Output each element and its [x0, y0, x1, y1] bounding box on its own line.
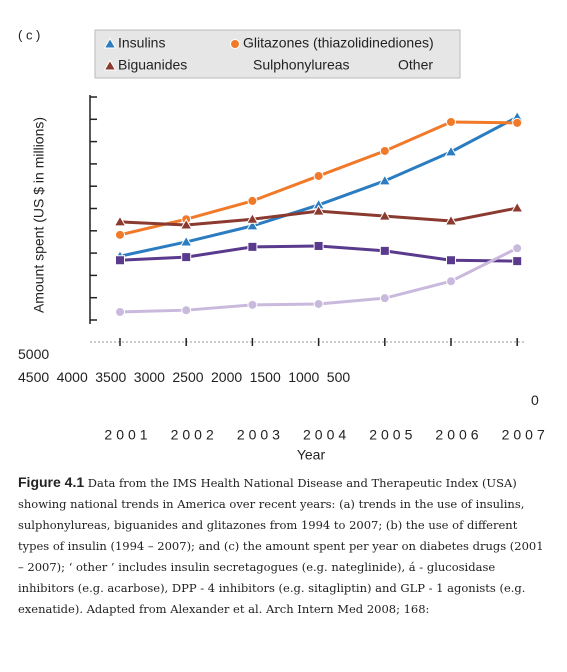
y-tick-label: 3500 — [95, 369, 127, 385]
legend-marker — [230, 39, 240, 49]
panel-label: ( c ) — [18, 27, 40, 42]
x-tick-label: 2001 — [104, 427, 151, 443]
y-tick-label: 4000 — [56, 369, 88, 385]
data-point — [246, 219, 259, 231]
data-point — [313, 240, 324, 251]
x-tick-label: 2004 — [303, 427, 350, 443]
legend-label: Insulins — [118, 35, 165, 51]
data-point — [115, 229, 125, 240]
y-tick-label: 2000 — [211, 369, 243, 385]
data-point — [115, 306, 125, 317]
data-point — [379, 145, 390, 156]
legend-label: Sulphonylureas — [253, 57, 350, 73]
caption: Figure 4.1 Data from the IMS Health Nati… — [18, 472, 548, 620]
data-point — [379, 293, 390, 304]
caption-label: Figure 4.1 — [18, 474, 85, 490]
data-point — [444, 214, 458, 226]
data-point — [510, 201, 524, 213]
data-point — [444, 145, 458, 157]
y-tick-label: 500 — [326, 369, 351, 385]
data-point — [246, 212, 259, 224]
legend-box — [94, 29, 461, 79]
caption-text: Data from the IMS Health National Diseas… — [18, 476, 544, 616]
data-point — [181, 305, 192, 316]
data-point — [313, 298, 324, 309]
legend-label: Glitazones (thiazolidinediones) — [243, 35, 434, 51]
data-point — [446, 276, 456, 287]
chart: ( c ) Amount spent (US $ in millions) Ye… — [18, 27, 549, 463]
legend-marker — [103, 59, 117, 71]
data-point — [379, 245, 390, 256]
y-tick-label: 5000 — [18, 346, 50, 362]
data-point — [512, 256, 523, 267]
y-tick-label: 1500 — [249, 369, 281, 385]
y-tick-label: 3000 — [133, 369, 165, 385]
data-point — [512, 243, 523, 254]
data-point — [446, 255, 456, 266]
data-point — [247, 299, 258, 310]
data-point — [378, 174, 392, 186]
x-tick-label: 2005 — [369, 427, 416, 443]
data-point — [115, 255, 125, 266]
data-point — [113, 215, 127, 227]
data-point — [446, 116, 456, 127]
data-point — [512, 117, 523, 128]
data-point — [179, 218, 193, 230]
data-point — [247, 195, 258, 206]
x-axis-title: Year — [297, 447, 326, 463]
series-line — [119, 115, 518, 258]
legend-marker — [103, 37, 117, 49]
legend-label: Biguanides — [118, 57, 187, 73]
data-point — [247, 241, 258, 252]
data-point — [181, 252, 192, 263]
y-axis-title: Amount spent (US $ in millions) — [31, 117, 47, 313]
data-point — [378, 209, 392, 221]
legend-label: Other — [398, 57, 433, 73]
y-tick-label: 0 — [531, 392, 539, 408]
data-point — [312, 204, 325, 216]
y-tick-label: 1000 — [288, 369, 320, 385]
data-point — [313, 170, 324, 181]
x-tick-label: 2002 — [171, 427, 218, 443]
x-tick-label: 2006 — [435, 427, 482, 443]
data-point — [179, 235, 193, 247]
x-tick-label: 2003 — [237, 427, 284, 443]
x-tick-label: 2007 — [502, 427, 549, 443]
y-tick-label: 2500 — [172, 369, 204, 385]
y-tick-label: 4500 — [18, 369, 50, 385]
